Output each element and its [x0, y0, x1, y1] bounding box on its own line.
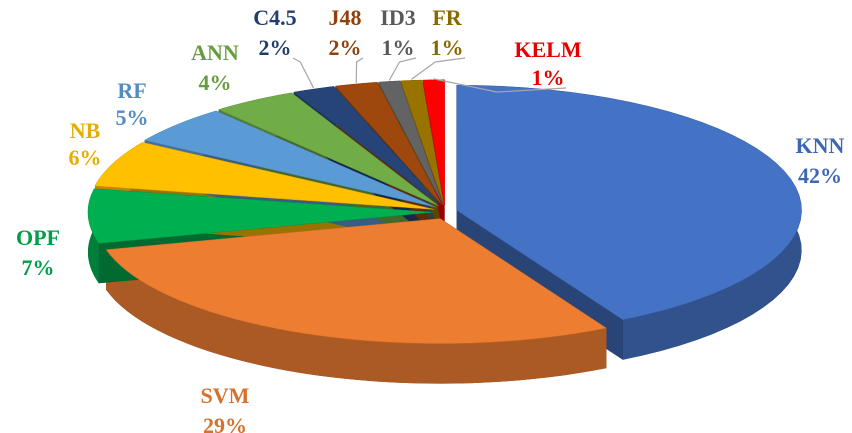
slice: [217, 92, 439, 207]
slice-value-label: 7%: [22, 255, 55, 280]
slice-label: RF: [117, 78, 146, 103]
slice: [293, 86, 441, 206]
slice: [378, 80, 444, 206]
slice: [400, 79, 445, 205]
slice-label: SVM: [201, 383, 250, 408]
slice-value-label: 2%: [329, 35, 362, 60]
slice-value-label: 42%: [798, 163, 842, 188]
leader-line: [355, 57, 364, 83]
leader-line: [388, 57, 417, 81]
slice-label: ID3: [380, 5, 415, 30]
leader-line: [433, 78, 567, 93]
slice-value-label: 29%: [203, 413, 247, 433]
slice-value-label: 1%: [532, 65, 565, 90]
leader-line: [292, 57, 315, 89]
slice: [422, 79, 445, 205]
slice-label: FR: [432, 5, 462, 30]
slice-value-label: 4%: [199, 70, 232, 95]
slice-label: KELM: [514, 37, 581, 62]
slice-label: NB: [70, 118, 101, 143]
slice-value-label: 2%: [259, 35, 292, 60]
slice-label: ANN: [191, 40, 239, 65]
slice: [87, 188, 434, 244]
slice-value-label: 1%: [431, 35, 464, 60]
slice: [144, 110, 437, 208]
slice-label: KNN: [796, 133, 845, 158]
slice-value-label: 1%: [382, 35, 415, 60]
leader-line: [411, 57, 466, 80]
slice-label: C4.5: [253, 5, 296, 30]
slice: [94, 142, 434, 210]
slice-tops: [87, 79, 802, 344]
slice-label: OPF: [16, 225, 60, 250]
slice-value-label: 5%: [116, 105, 149, 130]
slice: [456, 84, 802, 321]
slice-side: [106, 249, 607, 384]
slice-label: J48: [329, 5, 362, 30]
slice: [334, 81, 443, 206]
slice-value-label: 6%: [69, 145, 102, 170]
slice: [105, 218, 608, 344]
